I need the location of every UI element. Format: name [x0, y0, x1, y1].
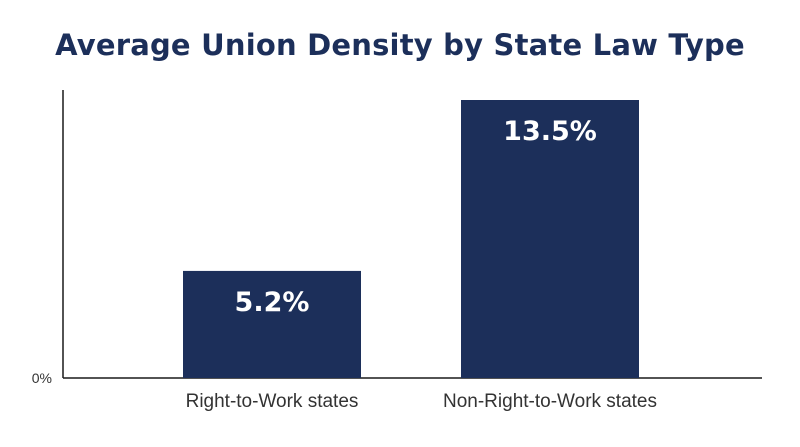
chart-title: Average Union Density by State Law Type	[55, 28, 745, 62]
bar-non-right-to-work	[461, 100, 639, 378]
data-label: 13.5%	[503, 116, 597, 147]
category-label: Non-Right-to-Work states	[443, 391, 657, 412]
category-label: Right-to-Work states	[186, 391, 359, 412]
data-label: 5.2%	[235, 287, 310, 318]
bar-right-to-work	[183, 270, 361, 378]
y-tick-label-zero: 0%	[32, 370, 52, 386]
